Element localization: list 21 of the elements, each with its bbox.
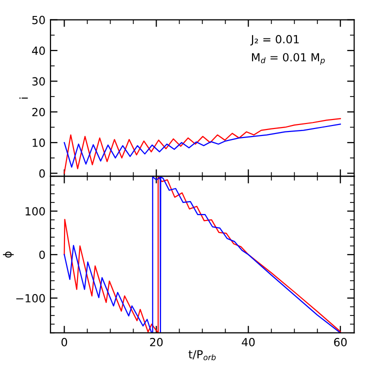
y-tick-label: 0 (39, 169, 45, 178)
y-tick-label: 50 (32, 16, 45, 24)
x-tick-label: 60 (334, 338, 347, 346)
y-tick-label: 100 (26, 207, 45, 216)
y-tick-label: 30 (32, 77, 45, 86)
y-tick-label: 10 (32, 138, 45, 147)
x-tick-label: 20 (150, 338, 163, 346)
y-tick-label: 40 (32, 46, 45, 55)
y-tick-label: 0 (39, 250, 45, 259)
annotation: M$_{d}$ = 0.01 M$_{p}$ (252, 53, 325, 65)
y-tick-label: −100 (16, 294, 45, 302)
line-series (64, 118, 341, 174)
x-tick-label: 40 (242, 338, 255, 346)
y-axis-title: ϕ (2, 252, 14, 258)
annotation: J₂ = 0.01 (250, 34, 299, 46)
y-tick-label: 20 (32, 108, 45, 116)
line-series (64, 124, 341, 168)
y-axis-title: i (19, 98, 28, 99)
x-axis-title: t/P$_{orb}$ (188, 350, 216, 360)
x-tick-label: 0 (61, 338, 68, 346)
line-series (64, 176, 341, 333)
